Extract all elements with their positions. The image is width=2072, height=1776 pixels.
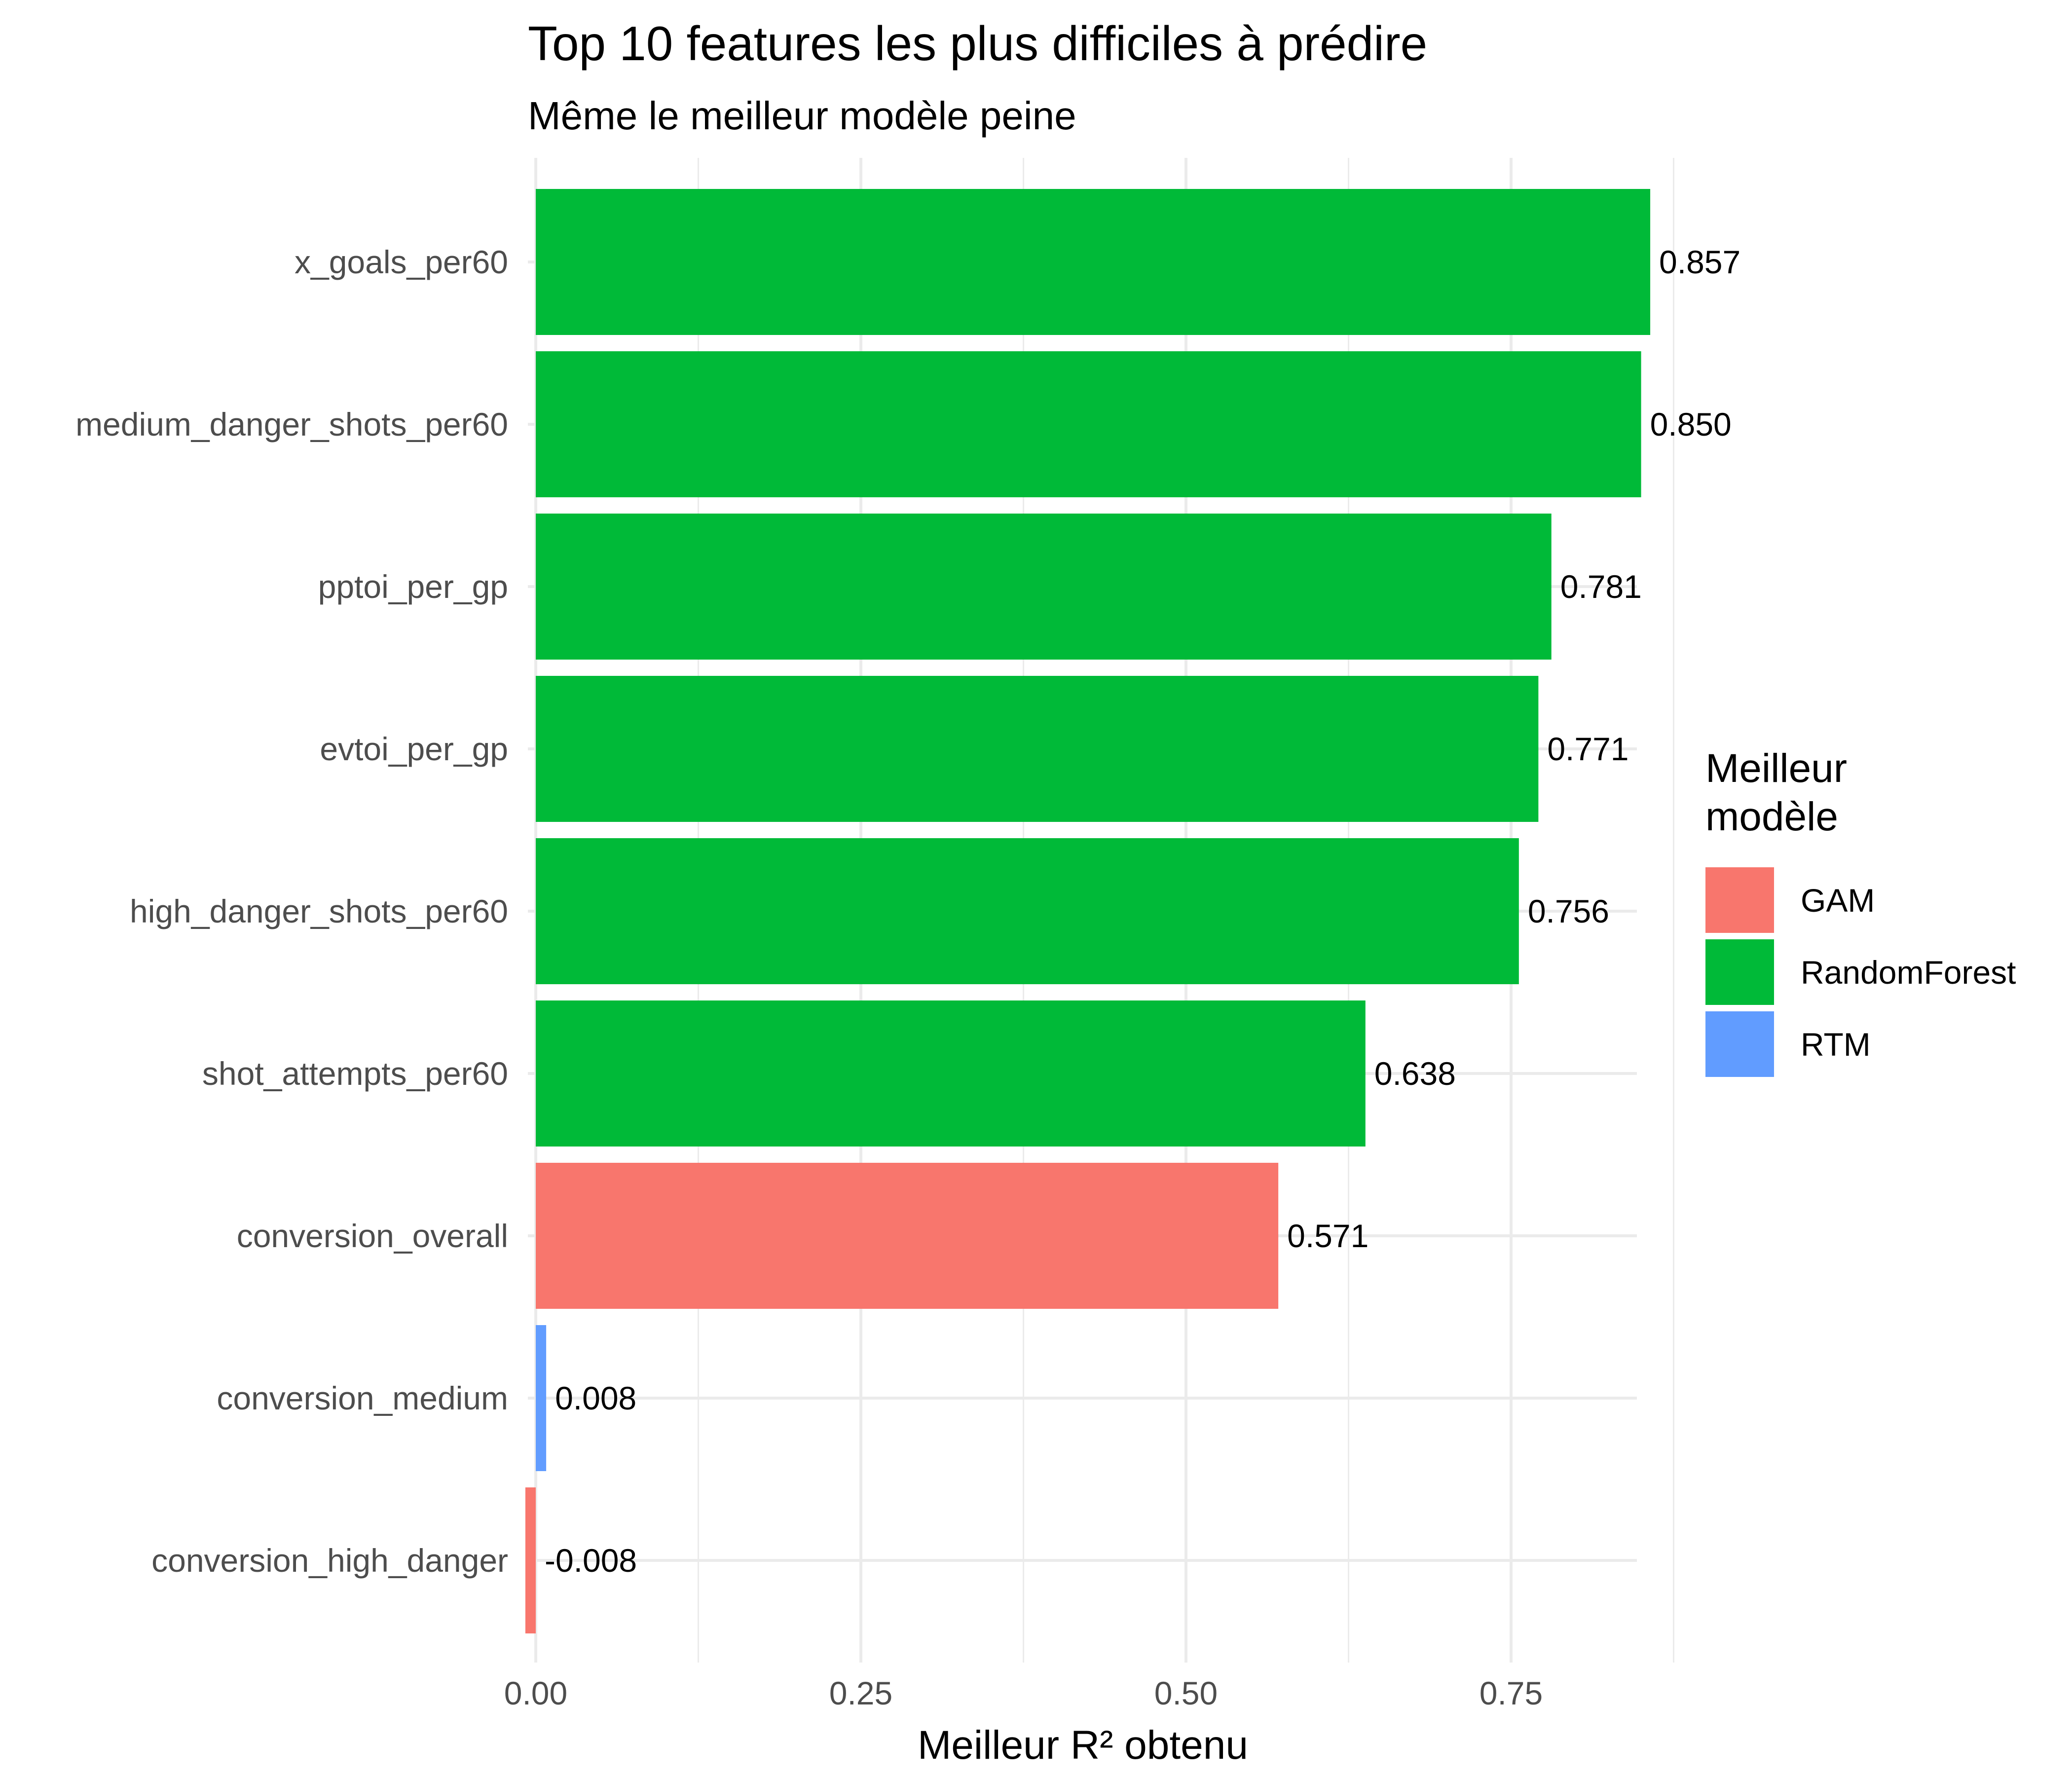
- category-label-medium_danger_shots_per60: medium_danger_shots_per60: [75, 406, 508, 443]
- value-label-medium_danger_shots_per60: 0.850: [1650, 406, 1732, 443]
- value-label-evtoi_per_gp: 0.771: [1547, 731, 1628, 767]
- legend: Meilleur modèle GAM RandomForest RTM: [1705, 746, 2016, 1077]
- category-label-shot_attempts_per60: shot_attempts_per60: [202, 1055, 508, 1092]
- value-label-conversion_high_danger: -0.008: [545, 1542, 637, 1579]
- chart-title: Top 10 features les plus difficiles à pr…: [528, 16, 1427, 71]
- legend-label-RTM: RTM: [1801, 1026, 1871, 1063]
- bar-conversion_high_danger: [525, 1487, 536, 1633]
- legend-title-line-2: modèle: [1705, 794, 1838, 839]
- category-label-pptoi_per_gp: pptoi_per_gp: [318, 568, 508, 605]
- bar-conversion_medium: [536, 1325, 547, 1471]
- legend-key-GAM: [1705, 867, 1774, 933]
- value-label-conversion_medium: 0.008: [555, 1380, 636, 1416]
- x-tick-label-3: 0.75: [1480, 1675, 1543, 1711]
- bar-evtoi_per_gp: [536, 676, 1539, 822]
- category-label-conversion_medium: conversion_medium: [217, 1380, 508, 1416]
- value-labels: 0.857 0.850 0.781 0.771 0.756 0.638 0.571 0.008…: [545, 244, 1740, 1579]
- value-label-conversion_overall: 0.571: [1287, 1218, 1369, 1254]
- bar-medium_danger_shots_per60: [536, 351, 1641, 497]
- x-tick-label-1: 0.25: [829, 1675, 892, 1711]
- category-label-evtoi_per_gp: evtoi_per_gp: [320, 731, 508, 767]
- x-tick-label-0: 0.00: [504, 1675, 567, 1711]
- x-tick-labels: 0.00 0.25 0.50 0.75: [504, 1675, 1543, 1711]
- chart-subtitle: Même le meilleur modèle peine: [528, 94, 1076, 138]
- value-label-high_danger_shots_per60: 0.756: [1528, 893, 1609, 929]
- x-axis-title: Meilleur R² obtenu: [918, 1723, 1248, 1768]
- bars: [525, 189, 1651, 1633]
- legend-label-GAM: GAM: [1801, 882, 1875, 919]
- value-label-x_goals_per60: 0.857: [1659, 244, 1740, 280]
- legend-key-RTM: [1705, 1011, 1774, 1077]
- bar-shot_attempts_per60: [536, 1000, 1366, 1147]
- category-labels: x_goals_per60 medium_danger_shots_per60pp…: [75, 244, 508, 1579]
- legend-label-RandomForest: RandomForest: [1801, 954, 2016, 991]
- category-label-high_danger_shots_per60: high_danger_shots_per60: [130, 893, 508, 929]
- legend-key-RandomForest: [1705, 939, 1774, 1005]
- x-tick-label-2: 0.50: [1154, 1675, 1218, 1711]
- category-label-x_goals_per60: x_goals_per60: [295, 244, 508, 280]
- bar-conversion_overall: [536, 1163, 1279, 1309]
- bar-high_danger_shots_per60: [536, 838, 1519, 984]
- category-label-conversion_overall: conversion_overall: [237, 1218, 508, 1254]
- legend-title-line-1: Meilleur: [1705, 746, 1847, 791]
- value-label-pptoi_per_gp: 0.781: [1560, 568, 1642, 605]
- category-label-conversion_high_danger: conversion_high_danger: [151, 1542, 508, 1579]
- bar-pptoi_per_gp: [536, 514, 1552, 660]
- bar-x_goals_per60: [536, 189, 1651, 335]
- value-label-shot_attempts_per60: 0.638: [1374, 1055, 1456, 1092]
